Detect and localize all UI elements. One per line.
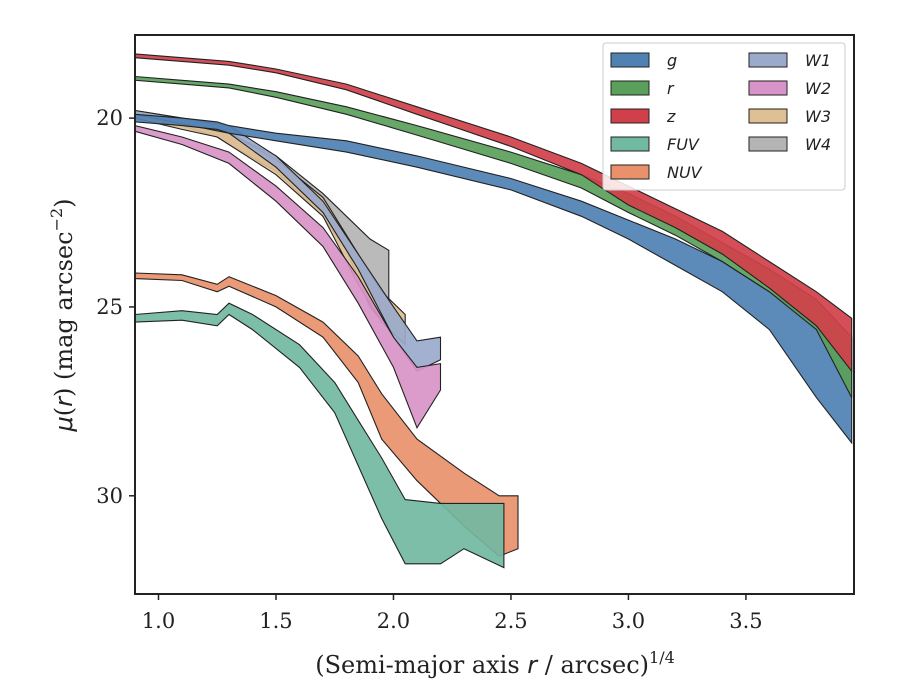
legend-swatch-z: [610, 108, 650, 124]
legend-swatch-w4: [748, 136, 788, 152]
band-fuv: [134, 302, 505, 569]
y-tick-label: 30: [96, 484, 123, 508]
legend-label-w3: W3: [805, 107, 831, 126]
legend-label-w2: W2: [805, 79, 831, 98]
x-tick-label: 2.5: [494, 609, 527, 633]
legend-label-fuv: FUV: [667, 135, 700, 154]
y-axis-label: μ(r) (mag arcsec−2): [47, 198, 78, 432]
legend-swatch-r: [610, 80, 650, 96]
band-z: [134, 53, 853, 373]
legend-label-w4: W4: [805, 135, 831, 154]
x-tick-label: 2.0: [377, 609, 410, 633]
legend-box: [602, 42, 846, 191]
y-tick-label: 25: [96, 295, 123, 319]
x-tick-label: 3.0: [612, 609, 645, 633]
x-tick-label: 3.5: [729, 609, 762, 633]
legend-label-r: r: [667, 79, 675, 98]
band-nuv: [134, 272, 519, 557]
legend-swatch-w2: [748, 80, 788, 96]
legend-swatch-nuv: [610, 164, 650, 180]
legend-swatch-g: [610, 52, 650, 68]
band-w1: [134, 109, 442, 372]
series-layer: [134, 53, 853, 569]
legend-label-g: g: [667, 51, 677, 70]
legend-label-nuv: NUV: [667, 163, 703, 182]
legend-label-z: z: [666, 107, 676, 126]
x-tick-label: 1.5: [259, 609, 292, 633]
legend-swatch-w3: [748, 108, 788, 124]
x-axis-label: (Semi-major axis r / arcsec)1/4: [315, 648, 675, 679]
legend-swatch-w1: [748, 52, 788, 68]
plot-frame: [134, 34, 855, 595]
ticks-layer: 1.0 1.5 2.0 2.5 3.0 3.5 20 25 30: [96, 106, 762, 633]
band-w2: [134, 124, 442, 430]
legend-swatch-fuv: [610, 136, 650, 152]
x-tick-label: 1.0: [142, 609, 175, 633]
y-tick-label: 20: [96, 106, 123, 130]
legend: grz FUV NUV W1 W2 W3 W4: [602, 42, 846, 191]
legend-label-w1: W1: [805, 51, 831, 70]
band-g: [134, 113, 853, 445]
